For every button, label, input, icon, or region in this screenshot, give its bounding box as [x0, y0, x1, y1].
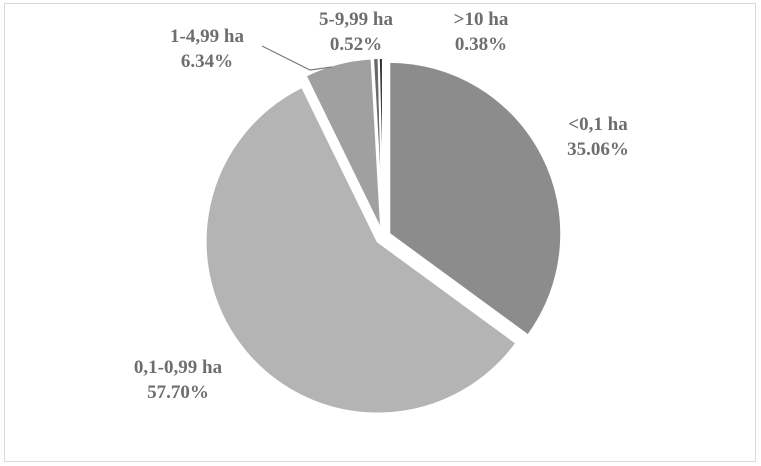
slice-labels: <0,1 ha 35.06% 0,1-0,99 ha 57.70% 1-4,99 ha 6…: [134, 9, 629, 403]
slice-category-label: >10 ha: [454, 9, 509, 30]
pie-slice-3: [304, 57, 383, 231]
slice-category-label: 0,1-0,99 ha: [134, 357, 223, 378]
slice-label-1: <0,1 ha 35.06%: [567, 114, 629, 160]
leader-line-3: [261, 45, 333, 71]
pie-slice-1: [388, 60, 563, 337]
pie-slices: [204, 57, 563, 415]
slice-value-label: 57.70%: [147, 382, 209, 403]
leader-lines: [261, 45, 333, 71]
pie-slice-5: [377, 57, 384, 231]
slice-label-3: 1-4,99 ha 6.34%: [170, 26, 244, 72]
slice-category-label: 5-9,99 ha: [319, 9, 393, 30]
slice-category-label: <0,1 ha: [568, 114, 628, 135]
slice-value-label: 35.06%: [567, 139, 629, 160]
slice-label-2: 0,1-0,99 ha 57.70%: [134, 357, 223, 403]
slice-value-label: 6.34%: [181, 51, 233, 72]
slice-category-label: 1-4,99 ha: [170, 26, 244, 47]
slice-label-5: >10 ha 0.38%: [454, 9, 509, 55]
slice-label-4: 5-9,99 ha 0.52%: [319, 9, 393, 55]
slice-value-label: 0.52%: [330, 34, 382, 55]
slice-value-label: 0.38%: [455, 34, 507, 55]
pie-slice-2: [204, 85, 518, 415]
